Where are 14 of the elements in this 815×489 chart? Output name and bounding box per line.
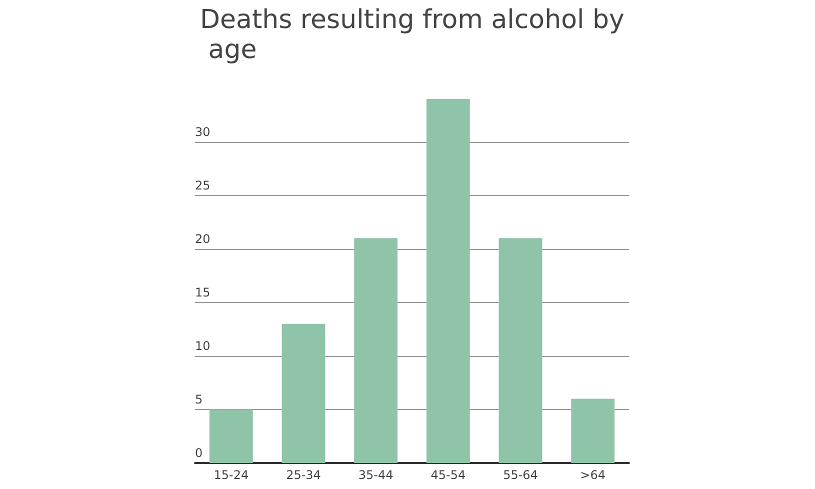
y-tick-label: 10	[195, 338, 210, 353]
x-tick-label: 35-44	[358, 468, 394, 482]
x-tick-label: 25-34	[286, 468, 321, 482]
y-tick-label: 0	[195, 446, 203, 460]
y-tick-label: 5	[195, 392, 203, 406]
y-tick-label: 15	[195, 285, 210, 300]
y-tick-label: 20	[195, 232, 210, 246]
x-tick-label: 45-54	[430, 468, 466, 482]
x-tick-label: >64	[580, 468, 606, 482]
chart-title: Deaths resulting from alcohol by age	[200, 5, 624, 65]
x-tick-label: 15-24	[214, 468, 249, 482]
y-tick-label: 30	[195, 124, 210, 139]
y-tick-label: 25	[195, 178, 210, 192]
x-tick-label: 55-64	[503, 468, 538, 482]
